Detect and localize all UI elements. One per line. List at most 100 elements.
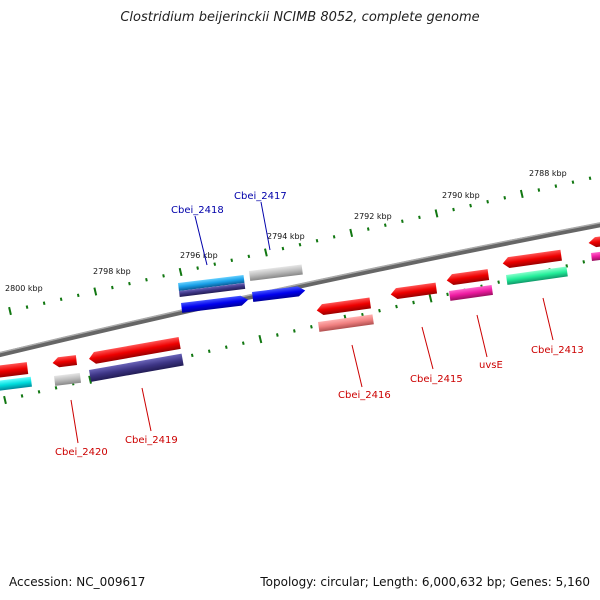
gene-right-edge[interactable] [588, 235, 600, 248]
gene-cbei-2420[interactable] [52, 355, 78, 368]
gene-blue-arrow[interactable] [181, 295, 249, 313]
gene-cbei-2418-lower[interactable] [179, 282, 246, 297]
minor-tick [565, 264, 569, 268]
accession-text: Accession: NC_009617 [9, 575, 146, 589]
tick-label-2790: 2790 kbp [442, 191, 480, 200]
minor-tick [128, 281, 131, 286]
minor-tick [588, 176, 592, 181]
tick-label-2794: 2794 kbp [267, 232, 305, 241]
leader-cbei-2420 [70, 399, 79, 444]
minor-tick [315, 238, 319, 243]
gene-label-cbei-2413: Cbei_2413 [531, 345, 584, 356]
leader-cbei-2413 [542, 297, 554, 341]
minor-tick [241, 341, 245, 345]
minor-tick [361, 312, 364, 317]
minor-tick [196, 266, 199, 270]
tick-marks-forward [8, 176, 592, 316]
gene-label-cbei-2416: Cbei_2416 [338, 390, 391, 401]
gene-cbei-2419[interactable] [89, 353, 184, 382]
minor-tick [111, 285, 114, 290]
gene-left-red[interactable] [0, 362, 29, 378]
tick-label-2796: 2796 kbp [180, 251, 218, 260]
gene-cbei-2415[interactable] [390, 282, 438, 300]
minor-tick [378, 308, 381, 313]
gene-label-cbei-2418: Cbei_2418 [171, 205, 224, 216]
major-tick [93, 287, 98, 296]
minor-tick [213, 262, 217, 266]
major-tick [519, 189, 524, 199]
leader-cbei-2416 [351, 344, 363, 388]
major-tick [264, 248, 268, 257]
leader-cbei-2417 [260, 201, 271, 251]
gene-label-cbei-2420: Cbei_2420 [55, 447, 108, 458]
minor-tick [310, 325, 313, 329]
gene-cbei-2416[interactable] [316, 297, 372, 316]
minor-tick [418, 215, 421, 220]
major-tick [178, 267, 183, 277]
leader-uvse [476, 314, 488, 358]
gene-blue-arrow-2[interactable] [252, 286, 306, 302]
minor-tick [486, 199, 489, 204]
minor-tick [162, 274, 165, 278]
tick-label-2792: 2792 kbp [354, 212, 392, 221]
gene-cbei-2418-upper[interactable] [178, 274, 245, 291]
gene-cbei-2413-red[interactable] [502, 249, 562, 269]
tick-label-2788: 2788 kbp [529, 169, 567, 178]
minor-tick [25, 305, 29, 309]
gene-cbei-2417[interactable] [249, 264, 303, 281]
topology-text: Topology: circular; Length: 6,000,632 bp… [260, 575, 590, 589]
minor-tick [446, 292, 449, 297]
minor-tick [224, 345, 228, 349]
gene-left-cyan[interactable] [0, 376, 32, 391]
minor-tick [452, 207, 455, 212]
minor-tick [20, 394, 24, 398]
minor-tick [503, 195, 507, 200]
minor-tick [230, 258, 234, 263]
minor-tick [190, 353, 194, 358]
gene-cbei-2416-pink[interactable] [318, 314, 374, 332]
minor-tick [207, 349, 211, 354]
minor-tick [366, 227, 370, 231]
minor-tick [554, 184, 558, 188]
minor-tick [281, 246, 285, 251]
map-title: Clostridium beijerinckii NCIMB 8052, com… [120, 10, 480, 25]
major-tick [428, 294, 433, 303]
gene-label-cbei-2417: Cbei_2417 [234, 191, 287, 202]
leader-cbei-2418 [194, 215, 208, 266]
gene-label-cbei-2419: Cbei_2419 [125, 435, 178, 446]
minor-tick [42, 301, 46, 306]
minor-tick [332, 235, 336, 239]
minor-tick [469, 203, 472, 208]
major-tick [349, 228, 354, 238]
minor-tick [59, 297, 63, 302]
minor-tick [395, 304, 398, 309]
gene-label-cbei-2415: Cbei_2415 [410, 374, 463, 385]
leader-cbei-2419 [141, 387, 152, 432]
minor-tick [54, 386, 58, 390]
minor-tick [293, 329, 296, 333]
minor-tick [582, 260, 586, 264]
major-tick [3, 395, 7, 405]
gene-right-edge-2[interactable] [591, 251, 600, 261]
minor-tick [76, 293, 80, 298]
major-tick [8, 306, 12, 316]
minor-tick [37, 390, 41, 394]
major-tick [88, 375, 92, 384]
gene-cbei-2419-red[interactable] [88, 337, 181, 365]
minor-tick [571, 180, 575, 184]
genome-backbone [0, 222, 600, 358]
minor-tick [401, 219, 404, 224]
major-tick [258, 334, 263, 344]
gene-cbei-2420-gray[interactable] [54, 372, 82, 386]
leader-cbei-2415 [421, 326, 434, 370]
gene-label-uvse: uvsE [479, 360, 503, 371]
gene-uvse[interactable] [449, 285, 493, 301]
minor-tick [145, 277, 148, 282]
major-tick [434, 209, 439, 218]
minor-tick [497, 280, 500, 284]
gene-cbei-2413[interactable] [506, 266, 568, 285]
minor-tick [247, 254, 251, 259]
tick-label-2800: 2800 kbp [5, 284, 43, 293]
gene-uvse-red[interactable] [446, 269, 490, 286]
